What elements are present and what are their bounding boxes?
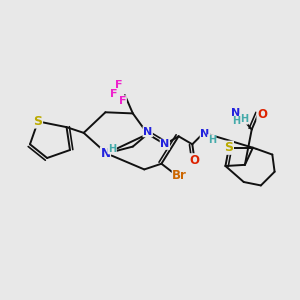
Text: F: F: [110, 89, 117, 99]
Text: H: H: [240, 114, 248, 124]
Text: N: N: [200, 129, 209, 139]
Text: H: H: [232, 116, 240, 126]
Text: N: N: [143, 127, 152, 137]
Text: H: H: [208, 135, 216, 145]
Text: Br: Br: [172, 169, 187, 182]
Text: N: N: [231, 108, 240, 118]
Text: O: O: [257, 108, 267, 121]
Text: S: S: [34, 115, 43, 128]
Text: F: F: [119, 96, 126, 106]
Text: S: S: [224, 141, 233, 154]
Text: F: F: [116, 80, 123, 90]
Text: N: N: [100, 147, 110, 160]
Text: H: H: [108, 144, 116, 154]
Text: O: O: [190, 154, 200, 167]
Text: N: N: [160, 139, 170, 149]
